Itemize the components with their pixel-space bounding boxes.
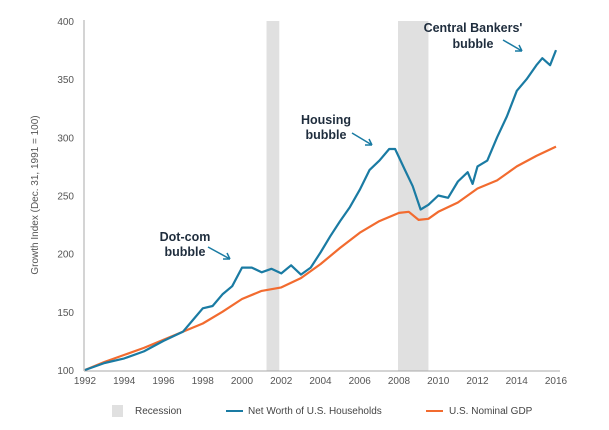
recession-band (398, 21, 429, 371)
annotation-dotcom: Dot-com bubble (160, 230, 231, 260)
x-tick-label: 2012 (466, 376, 489, 387)
annotation-housing-line2: bubble (306, 128, 347, 142)
arrow-icon (351, 132, 373, 146)
legend-recession-label: Recession (135, 406, 182, 417)
y-tick-label: 300 (57, 133, 74, 144)
y-tick-label: 400 (57, 17, 74, 28)
series-line-gdp (84, 145, 557, 372)
x-tick-label: 2010 (427, 376, 450, 387)
x-tick-label: 2008 (388, 376, 411, 387)
x-tick-label: 2014 (506, 376, 529, 387)
x-tick-label: 1994 (113, 376, 136, 387)
y-tick-label: 350 (57, 75, 74, 86)
annotation-central-bankers: Central Bankers' bubble (424, 21, 523, 52)
x-tick-label: 2002 (270, 376, 293, 387)
legend-gdp-label: U.S. Nominal GDP (449, 406, 533, 417)
annotation-central-bankers-line1: Central Bankers' (424, 21, 523, 35)
x-tick-label: 2004 (309, 376, 332, 387)
legend: Recession Net Worth of U.S. Households U… (112, 405, 533, 417)
legend-networth-label: Net Worth of U.S. Households (248, 406, 382, 417)
annotation-housing-line1: Housing (301, 113, 351, 127)
x-tick-label: 2016 (545, 376, 568, 387)
arrow-icon (207, 246, 231, 260)
arrow-icon (502, 39, 523, 52)
legend-recession-swatch (112, 405, 123, 417)
x-tick-label: 1996 (152, 376, 175, 387)
x-tick-label: 1992 (74, 376, 97, 387)
y-tick-label: 100 (57, 366, 74, 377)
x-tick-label: 1998 (192, 376, 215, 387)
y-tick-label: 150 (57, 308, 74, 319)
annotation-dotcom-line2: bubble (165, 245, 206, 259)
annotation-housing: Housing bubble (301, 113, 373, 146)
y-tick-label: 250 (57, 192, 74, 203)
recession-band (266, 21, 280, 371)
x-tick-label: 2006 (349, 376, 372, 387)
y-tick-label: 200 (57, 250, 74, 261)
y-axis-label: Growth Index (Dec. 31, 1991 = 100) (30, 115, 41, 274)
x-tick-label: 2000 (231, 376, 254, 387)
series-line-net-worth (84, 49, 558, 372)
annotation-central-bankers-line2: bubble (453, 37, 494, 51)
annotation-dotcom-line1: Dot-com (160, 230, 211, 244)
